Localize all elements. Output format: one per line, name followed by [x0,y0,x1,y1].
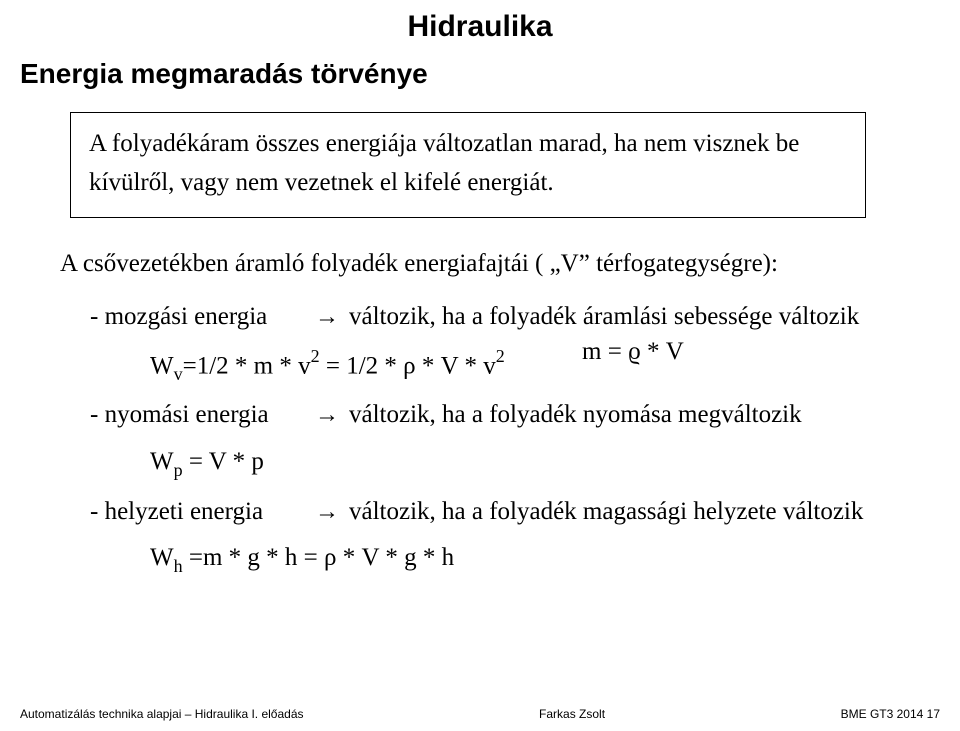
bullet-block: - mozgási energia → változik, ha a folya… [90,296,910,587]
f3-rest: =m * g * h = ρ * V * g * h [183,544,454,571]
f1-mid: =1/2 * m * v [183,352,311,379]
bullet-2-label: - nyomási energia [90,394,305,437]
footer-center: Farkas Zsolt [539,707,605,721]
formula-1: Wv=1/2 * m * v2 = 1/2 * ρ * V * v2 [150,343,910,389]
bullet-1: - mozgási energia → változik, ha a folya… [90,296,910,339]
f3-W: W [150,544,174,571]
bullet-3: - helyzeti energia → változik, ha a foly… [90,491,910,534]
f1-sup1: 2 [311,346,320,366]
f2-W: W [150,448,174,475]
f2-rest: = V * p [183,448,264,475]
footer-right: BME GT3 2014 17 [841,707,940,721]
footer-left: Automatizálás technika alapjai – Hidraul… [20,707,304,721]
f2-sub: p [174,460,183,480]
bullet-1-text: változik, ha a folyadék áramlási sebessé… [349,296,859,339]
definition-box: A folyadékáram összes energiája változat… [70,112,866,218]
f1-mid2: = 1/2 * ρ * V * v [320,352,496,379]
f1-sup2: 2 [496,346,505,366]
bullet-1-label: - mozgási energia [90,296,305,339]
bullet-2-text: változik, ha a folyadék nyomása megválto… [349,394,802,437]
side-equation: m = ϱ * V [582,338,684,366]
box-line-1: A folyadékáram összes energiája változat… [89,125,847,164]
bullet-3-text: változik, ha a folyadék magassági helyze… [349,491,863,534]
formula-3: Wh =m * g * h = ρ * V * g * h [150,537,910,581]
page-title: Hidraulika [0,10,960,44]
f1-sub: v [174,364,183,384]
bullet-3-label: - helyzeti energia [90,491,305,534]
arrow-icon: → [315,492,339,533]
f3-sub: h [174,556,183,576]
arrow-icon: → [315,297,339,338]
formula-2: Wp = V * p [150,441,910,485]
footer: Automatizálás technika alapjai – Hidraul… [20,707,940,721]
slide-heading: Energia megmaradás törvénye [20,58,428,90]
section-title: A csővezetékben áramló folyadék energiaf… [60,250,778,278]
arrow-icon: → [315,395,339,436]
f1-W: W [150,352,174,379]
bullet-2: - nyomási energia → változik, ha a folya… [90,394,910,437]
box-line-2: kívülről, vagy nem vezetnek el kifelé en… [89,164,847,203]
